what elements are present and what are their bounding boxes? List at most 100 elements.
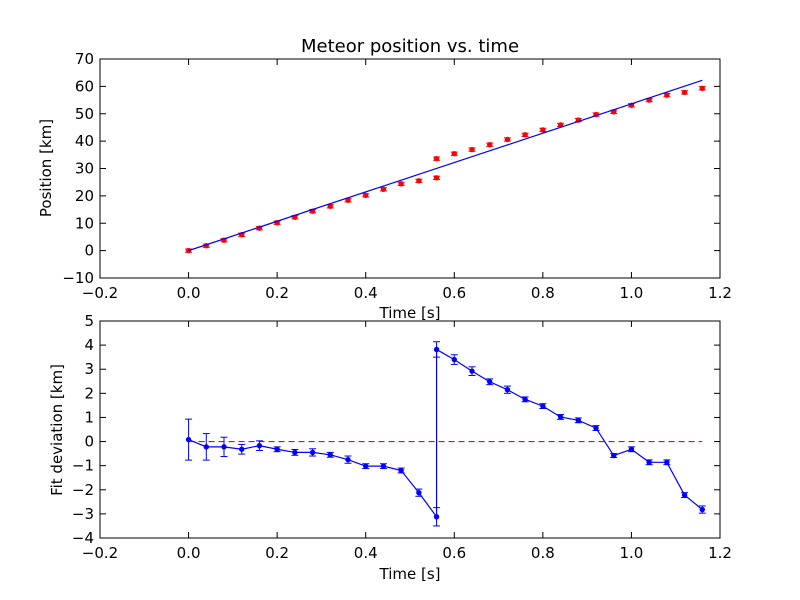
marker [522,396,528,403]
deviation-y-axis-label: Fit deviation [km] [48,364,66,496]
y-tick-label: 5 [84,312,94,330]
y-tick-label: 50 [75,105,94,123]
data-point [486,141,494,148]
x-tick-label: 1.2 [708,544,732,562]
data-point [415,488,423,497]
data-point [326,451,334,458]
data-point [698,505,706,514]
marker [504,136,511,143]
y-tick-label: 30 [75,160,94,178]
y-tick-label: −4 [72,529,94,547]
x-tick-label: 1.2 [708,284,732,302]
marker [398,467,404,474]
marker [593,425,599,431]
marker [681,89,688,96]
marker [451,151,457,157]
marker [628,446,635,452]
y-tick-label: 4 [84,336,94,354]
y-tick-label: 70 [75,50,94,68]
marker [221,444,227,450]
marker [487,379,493,385]
data-point [486,378,494,386]
marker [203,444,209,450]
data-point [610,452,618,459]
fit-deviation-plot: −0.2 0.0 0.2 0.4 0.6 0.8 1.0 1.2−4−3−2−1012345 … [48,312,732,583]
marker [309,449,316,456]
data-point [698,85,706,91]
y-tick-label: 10 [75,214,94,232]
marker [363,192,369,199]
data-point [362,192,370,199]
data-point [663,459,671,466]
marker [185,436,192,443]
data-point [592,425,600,431]
marker [292,449,298,456]
data-point [397,181,405,187]
data-point [291,449,299,456]
marker [274,446,280,452]
x-tick-label: 1.0 [619,544,643,562]
data-point [627,102,635,108]
y-tick-label: −3 [72,505,94,523]
marker [380,186,387,193]
x-tick-label: 0.6 [442,284,466,302]
data-point [503,385,511,394]
y-tick-label: 60 [75,77,94,95]
x-tick-label: 0.4 [354,544,378,562]
data-point [273,446,281,453]
marker [469,368,475,374]
data-point [379,463,387,470]
marker [256,442,263,449]
marker [487,141,493,148]
marker [681,492,688,498]
marker [433,346,440,353]
data-point [468,366,476,376]
data-point [309,448,317,457]
marker [433,514,440,520]
data-point [539,127,547,133]
marker [664,92,670,98]
x-tick-label: 0.6 [442,544,466,562]
data-point [344,455,352,464]
data-point [433,155,441,162]
x-tick-label: 0.8 [531,284,555,302]
x-tick-label: 1.0 [619,284,643,302]
data-point [521,396,529,403]
marker [239,446,245,452]
marker [433,175,440,181]
deviation-axes-frame [99,320,721,539]
data-point [681,492,689,498]
marker [398,181,404,187]
data-point [433,341,441,358]
data-point [450,151,458,157]
marker [699,85,705,91]
marker [540,127,546,133]
marker [345,456,351,463]
y-tick-label: 0 [84,433,94,451]
data-point [202,433,210,461]
marker [611,452,617,459]
data-point [415,178,423,184]
data-point [185,418,193,461]
position-x-axis-label: Time [s] [379,304,441,322]
marker [433,155,440,162]
x-tick-label: 0.4 [354,284,378,302]
marker [540,403,546,409]
position-y-axis-label: Position [km] [37,119,55,217]
data-point [663,92,671,98]
marker [646,459,652,465]
data-point [574,417,582,424]
data-point [681,89,689,96]
deviation-plot-marks [185,341,706,527]
marker [380,463,387,469]
marker [363,463,369,469]
position-vs-time-plot: Meteor position vs. time −0.2 0.0 0.2 0.4 0.… [37,36,732,322]
marker [557,414,564,420]
data-point [433,507,441,527]
y-tick-label: 20 [75,187,94,205]
y-tick-label: −1 [72,457,94,475]
marker [522,132,528,138]
data-point [503,136,511,143]
